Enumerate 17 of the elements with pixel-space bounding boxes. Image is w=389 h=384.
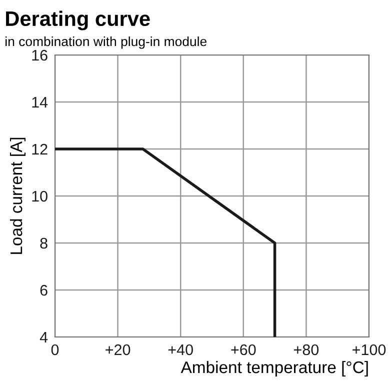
y-tick-label: 10 [32, 190, 48, 202]
x-tick-label: 0 [51, 344, 59, 356]
x-tick-label: +40 [168, 344, 193, 356]
x-tick-label: +20 [106, 344, 130, 356]
x-tick-label: +100 [352, 344, 386, 356]
y-tick-label: 6 [40, 284, 48, 296]
y-tick-label: 8 [40, 238, 48, 249]
y-axis-title: Load current [A] [10, 138, 26, 254]
y-tick-label: 4 [40, 332, 48, 343]
x-tick-label: +80 [294, 344, 319, 356]
x-tick-label: +60 [231, 344, 256, 356]
y-tick-label: 14 [32, 97, 48, 108]
y-tick-label: 16 [32, 50, 48, 61]
x-axis-title: Ambient temperature [°C] [180, 360, 368, 376]
y-tick-label: 12 [32, 144, 48, 155]
chart-subtitle: in combination with plug-in module [6, 36, 207, 49]
chart-title: Derating curve [6, 10, 150, 30]
